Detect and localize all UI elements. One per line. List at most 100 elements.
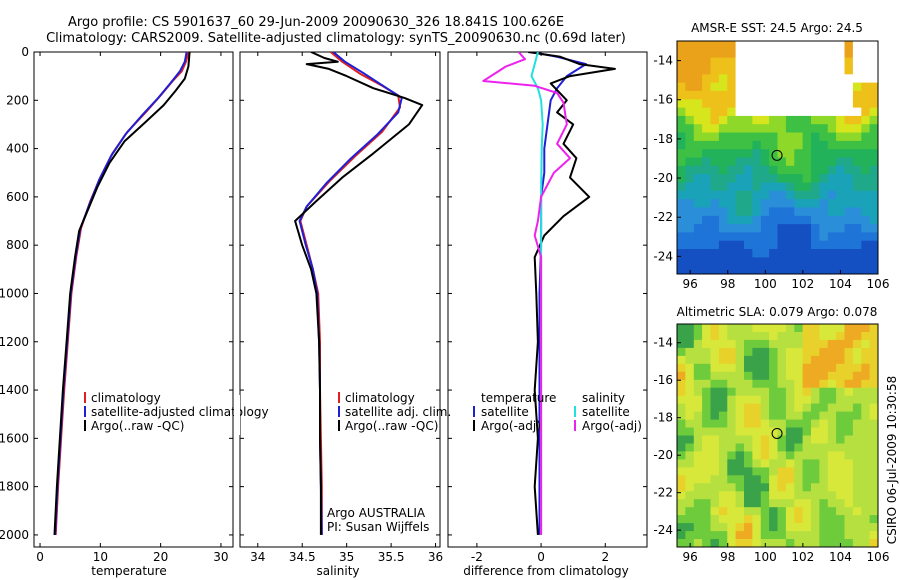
heatmap-cell (794, 107, 804, 117)
heatmap-cell (752, 324, 762, 333)
heatmap-cell (827, 190, 837, 200)
heatmap-cell (677, 240, 686, 250)
heatmap-cell (718, 124, 728, 134)
series-line-satellite-adj-clim (298, 52, 403, 535)
lon-tick-label: 100 (754, 277, 777, 291)
heatmap-cell (777, 395, 787, 405)
heatmap-cell (811, 387, 820, 397)
heatmap-cell (844, 355, 854, 365)
heatmap-cell (861, 265, 871, 274)
heatmap-cell (811, 515, 820, 524)
temperature-x-axis: 0 10 20 30 (36, 52, 229, 564)
heatmap-cell (802, 49, 812, 59)
heatmap-cell (785, 539, 795, 547)
heatmap-cell (710, 190, 720, 200)
heatmap-cell (777, 140, 787, 150)
heatmap-cell (769, 157, 779, 167)
heatmap-cell (844, 443, 854, 453)
heatmap-cell (794, 257, 804, 267)
heatmap-cell (718, 363, 728, 373)
pressure-axis: 0 200 400 600 800 1000 1200 1400 1600 1800 2000 (0, 45, 647, 542)
heatmap-cell (861, 363, 871, 373)
heatmap-cell (785, 257, 795, 267)
heatmap-cell (802, 539, 812, 547)
heatmap-cell (785, 165, 795, 175)
heatmap-cell (861, 355, 871, 365)
heatmap-cell (802, 419, 812, 429)
heatmap-cell (735, 499, 745, 508)
heatmap-cell (777, 483, 787, 492)
heatmap-cell (744, 74, 753, 84)
heatmap-cell (819, 451, 829, 460)
heatmap-cell (693, 90, 703, 100)
heatmap-cell (836, 475, 846, 484)
heatmap-cell (852, 491, 862, 500)
heatmap-cell (752, 49, 762, 59)
heatmap-cell (802, 395, 812, 405)
legend-label-satellite: satellite adj. clim. (345, 405, 451, 419)
heatmap-cell (869, 403, 878, 413)
heatmap-cell (869, 132, 878, 142)
heatmap-cell (777, 165, 787, 175)
heatmap-cell (693, 499, 703, 508)
heatmap-cell (677, 190, 686, 200)
heatmap-cell (744, 49, 753, 59)
heatmap-cell (752, 339, 762, 349)
heatmap-cell (811, 451, 820, 460)
heatmap-cell (710, 403, 720, 413)
heatmap-cell (702, 224, 712, 233)
heatmap-cell (819, 74, 829, 84)
heatmap-cell (752, 182, 762, 192)
heatmap-cell (861, 149, 871, 159)
heatmap-cell (861, 539, 871, 547)
heatmap-cell (693, 324, 703, 333)
heatmap-cell (718, 257, 728, 267)
heatmap-cell (802, 411, 812, 421)
heatmap-cell (769, 411, 779, 421)
heatmap-cell (727, 499, 737, 508)
heatmap-cell (852, 324, 862, 333)
heatmap-cell (827, 507, 837, 516)
heatmap-cell (718, 82, 728, 92)
heatmap-cell (760, 451, 770, 460)
heatmap-cell (752, 207, 762, 217)
heatmap-cell (744, 224, 753, 233)
heatmap-cell (735, 124, 745, 134)
heatmap-cell (802, 90, 812, 100)
heatmap-cell (735, 190, 745, 200)
heatmap-cell (744, 107, 753, 117)
heatmap-cell (811, 324, 820, 333)
heatmap-cell (819, 215, 829, 225)
heatmap-cell (677, 475, 686, 484)
heatmap-cell (777, 539, 787, 547)
heatmap-cell (819, 379, 829, 389)
heatmap-cell (844, 347, 854, 357)
heatmap-cell (693, 523, 703, 532)
heatmap-cell (869, 324, 878, 333)
heatmap-cell (869, 215, 878, 225)
heatmap-cell (677, 371, 686, 381)
heatmap-cell (677, 107, 686, 117)
heatmap-cell (769, 363, 779, 373)
heatmap-cell (760, 215, 770, 225)
heatmap-cell (844, 240, 854, 250)
heatmap-cell (702, 403, 712, 413)
heatmap-cell (794, 324, 804, 333)
heatmap-cell (785, 531, 795, 540)
heatmap-cell (760, 224, 770, 233)
heatmap-cell (710, 115, 720, 125)
heatmap-cell (827, 427, 837, 437)
heatmap-cell (760, 467, 770, 476)
heatmap-cell (760, 157, 770, 167)
heatmap-cell (811, 339, 820, 349)
heatmap-cell (852, 115, 862, 125)
heatmap-cell (869, 451, 878, 460)
heatmap-cell (760, 257, 770, 267)
heatmap-cell (794, 249, 804, 258)
heatmap-cell (785, 419, 795, 429)
heatmap-cell (844, 332, 854, 341)
heatmap-cell (777, 66, 787, 75)
heatmap-cell (760, 107, 770, 117)
heatmap-cell (811, 467, 820, 476)
heatmap-cell (693, 82, 703, 92)
